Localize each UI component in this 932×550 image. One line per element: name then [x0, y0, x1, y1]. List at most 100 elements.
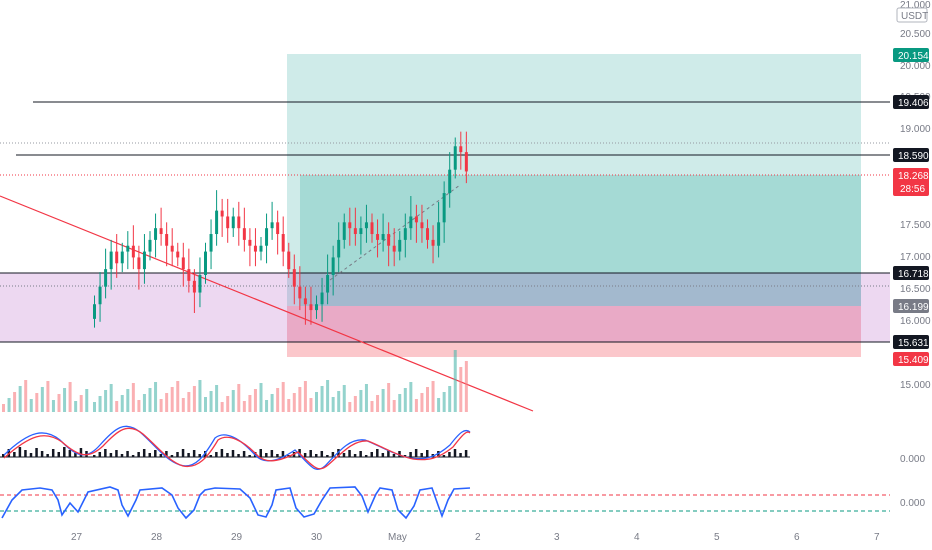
take-profit-zone[interactable]: [287, 54, 861, 306]
x-tick: 5: [714, 532, 720, 543]
macd-histogram-bar: [464, 450, 468, 457]
candle-body: [237, 216, 241, 229]
volume-bar: [142, 394, 146, 412]
candle-body: [154, 228, 158, 240]
candle-body: [287, 251, 291, 270]
candle-body: [437, 222, 441, 246]
macd-histogram-bar: [215, 452, 218, 457]
svg-text:19.406: 19.406: [898, 98, 929, 109]
macd-histogram-bar: [409, 452, 412, 457]
macd-histogram-bar: [109, 453, 113, 457]
candle-body: [392, 245, 396, 252]
macd-histogram-bar: [209, 455, 213, 457]
volume-bar: [79, 395, 83, 412]
volume-bar: [381, 389, 385, 412]
volume-bar: [464, 361, 468, 412]
macd-histogram-bar: [370, 452, 373, 457]
candle-body: [142, 251, 146, 270]
candle-body: [342, 222, 346, 240]
volume-bar: [237, 384, 241, 412]
y-tick: 19.000: [900, 124, 931, 135]
macd-histogram-bar: [220, 449, 224, 457]
candle-body: [309, 304, 313, 311]
volume-bar: [309, 398, 313, 412]
macd-histogram-bar: [453, 449, 457, 457]
volume-bar: [18, 386, 22, 412]
volume-bar: [204, 397, 207, 412]
macd-histogram-bar: [364, 455, 368, 457]
candle-body: [398, 239, 402, 252]
stop-loss-zone[interactable]: [287, 306, 861, 357]
candle-body: [120, 251, 124, 264]
candle-body: [181, 257, 185, 270]
svg-text:20.154: 20.154: [898, 51, 929, 62]
macd-histogram-bar: [315, 454, 318, 457]
volume-bar: [29, 399, 33, 412]
macd-histogram-bar: [120, 454, 124, 457]
volume-bar: [331, 397, 335, 412]
macd-histogram-bar: [115, 450, 118, 457]
svg-text:16.718: 16.718: [898, 269, 929, 280]
volume-bar: [242, 401, 246, 412]
volume-bar: [57, 394, 61, 412]
volume-bar: [159, 399, 163, 412]
price-tag: 16.199: [893, 299, 929, 313]
candle-body: [320, 292, 324, 305]
macd-histogram-bar: [426, 450, 429, 457]
candle-body: [198, 274, 202, 293]
macd-histogram-bar: [398, 451, 401, 457]
macd-histogram-bar: [137, 452, 140, 457]
price-tag: 15.409: [893, 352, 929, 366]
svg-text:18.590: 18.590: [898, 151, 929, 162]
time-axis[interactable]: 27 28 29 30 May 2 3 4 5 6 7: [71, 532, 880, 543]
candle-body: [353, 228, 357, 235]
candle-body: [209, 234, 213, 252]
volume-bar: [176, 381, 180, 412]
volume-bar: [353, 396, 357, 412]
volume-bar: [148, 388, 152, 412]
volume-bar: [137, 400, 141, 412]
volume-bars: [2, 350, 468, 412]
volume-bar: [165, 393, 169, 412]
volume-bar: [259, 383, 263, 412]
macd-histogram-bar: [198, 454, 201, 457]
volume-bar: [109, 384, 113, 412]
price-tag: 15.631: [893, 335, 929, 349]
macd-histogram-bar: [448, 452, 451, 457]
descending-trendline[interactable]: [0, 195, 534, 412]
candle-body: [359, 228, 363, 235]
macd-histogram-bar: [148, 453, 151, 457]
svg-text:16.199: 16.199: [898, 302, 929, 313]
currency-label: USDT: [901, 11, 928, 22]
candle-body: [331, 257, 335, 275]
macd-histogram-bar: [79, 448, 83, 457]
macd-histogram-bar: [459, 453, 462, 457]
volume-bar: [187, 392, 191, 412]
countdown-label: 28:56: [900, 184, 925, 195]
macd-histogram-bar: [320, 451, 324, 457]
volume-bar: [198, 380, 202, 412]
macd-zero-label: 0.000: [900, 454, 925, 465]
candle-body: [253, 245, 257, 252]
volume-bar: [431, 381, 435, 412]
x-tick: 30: [311, 532, 323, 543]
macd-histogram-bar: [63, 447, 66, 457]
macd-histogram-bar: [259, 449, 262, 457]
volume-bar: [248, 395, 252, 412]
support-zone[interactable]: [0, 273, 890, 342]
y-tick: 17.000: [900, 252, 931, 263]
macd-histogram-bar: [57, 452, 60, 457]
candle-body: [387, 234, 391, 246]
candle-body: [115, 251, 119, 264]
volume-bar: [298, 387, 302, 412]
candle-body: [292, 269, 296, 287]
volume-bar: [392, 400, 396, 412]
volume-bar: [74, 401, 78, 412]
candle-body: [148, 239, 152, 252]
macd-histogram-bar: [187, 453, 190, 457]
x-tick: 28: [151, 532, 163, 543]
price-tag: 19.406: [893, 95, 929, 109]
candle-body: [226, 216, 230, 229]
macd-histogram-bar: [442, 455, 446, 457]
